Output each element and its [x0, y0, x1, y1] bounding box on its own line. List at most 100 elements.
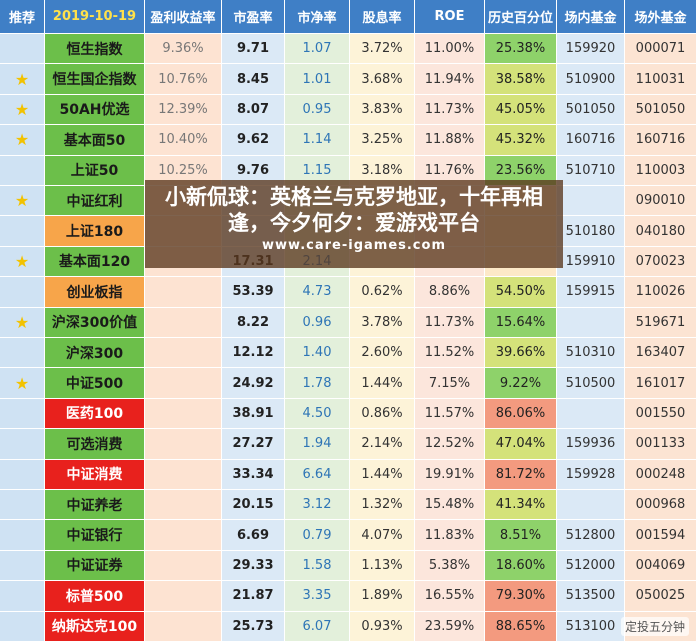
table-cell: ★ — [0, 307, 45, 338]
table-cell: 001133 — [625, 429, 697, 460]
table-cell: 1.78 — [285, 368, 350, 399]
index-name: 中证500 — [45, 368, 145, 399]
table-cell — [145, 581, 222, 612]
table-cell — [557, 398, 625, 430]
table-cell: 15.64% — [485, 307, 557, 338]
index-name: 沪深300价值 — [45, 307, 145, 338]
index-name: 中证证券 — [45, 550, 145, 582]
table-cell: 0.95 — [285, 94, 350, 126]
table-cell: 510310 — [557, 338, 625, 369]
table-cell: 3.35 — [285, 581, 350, 612]
table-cell: 1.32% — [350, 490, 415, 521]
table-cell: 000248 — [625, 459, 697, 490]
table-cell: 12.39% — [145, 94, 222, 126]
table-cell: 001594 — [625, 520, 697, 551]
table-cell: 25.38% — [485, 34, 557, 65]
table-cell: 1.14 — [285, 125, 350, 156]
table-cell: 513500 — [557, 581, 625, 612]
table-cell: 38.58% — [485, 64, 557, 95]
table-cell: 159936 — [557, 429, 625, 460]
table-cell: 11.88% — [415, 125, 485, 156]
table-cell — [0, 429, 45, 460]
table-cell — [145, 338, 222, 369]
table-cell: 54.50% — [485, 277, 557, 308]
table-cell: 9.36% — [145, 34, 222, 65]
table-cell: 110031 — [625, 64, 697, 95]
table-cell: 0.62% — [350, 277, 415, 308]
overlay-url: www.care-igames.com — [262, 238, 446, 253]
table-cell: 2.14% — [350, 429, 415, 460]
table-cell — [0, 520, 45, 551]
table-cell — [0, 34, 45, 65]
table-cell: 11.83% — [415, 520, 485, 551]
table-cell: 9.71 — [222, 34, 285, 65]
table-cell: 29.33 — [222, 550, 285, 582]
table-cell: 510180 — [557, 216, 625, 247]
table-cell: 519671 — [625, 307, 697, 338]
table-cell — [0, 490, 45, 521]
table-cell — [145, 520, 222, 551]
table-cell: 53.39 — [222, 277, 285, 308]
table-cell — [0, 338, 45, 369]
table-cell: 11.00% — [415, 34, 485, 65]
table-cell: 512800 — [557, 520, 625, 551]
table-cell: 4.07% — [350, 520, 415, 551]
table-cell: 23.59% — [415, 611, 485, 642]
table-cell: 159915 — [557, 277, 625, 308]
table-cell: 159920 — [557, 34, 625, 65]
index-name: 中证养老 — [45, 490, 145, 521]
table-cell: ★ — [0, 368, 45, 399]
table-cell: 18.60% — [485, 550, 557, 582]
table-cell: 001550 — [625, 398, 697, 430]
table-cell: 9.62 — [222, 125, 285, 156]
table-cell: 4.73 — [285, 277, 350, 308]
table-cell: 4.50 — [285, 398, 350, 430]
index-name: 恒生国企指数 — [45, 64, 145, 95]
table-cell: 3.12 — [285, 490, 350, 521]
table-cell: 45.05% — [485, 94, 557, 126]
header-cell: 盈利收益率 — [145, 0, 222, 34]
index-name: 基本面50 — [45, 125, 145, 156]
header-cell: 股息率 — [350, 0, 415, 34]
table-cell: 0.96 — [285, 307, 350, 338]
table-cell — [0, 398, 45, 430]
table-cell — [557, 307, 625, 338]
table-cell: 000968 — [625, 490, 697, 521]
table-cell: 27.27 — [222, 429, 285, 460]
header-cell: 场外基金 — [625, 0, 697, 34]
table-cell: 24.92 — [222, 368, 285, 399]
table-cell: 0.79 — [285, 520, 350, 551]
table-cell: 1.89% — [350, 581, 415, 612]
table-cell: 513100 — [557, 611, 625, 642]
table-cell: ★ — [0, 94, 45, 126]
table-cell: 8.45 — [222, 64, 285, 95]
index-name: 创业板指 — [45, 277, 145, 308]
table-cell: 510710 — [557, 155, 625, 186]
table-cell: 12.52% — [415, 429, 485, 460]
table-cell: 8.86% — [415, 277, 485, 308]
table-cell: 11.73% — [415, 94, 485, 126]
table-cell: 0.93% — [350, 611, 415, 642]
table-cell: 20.15 — [222, 490, 285, 521]
table-cell: 11.94% — [415, 64, 485, 95]
header-cell: 推荐 — [0, 0, 45, 34]
table-cell: ★ — [0, 246, 45, 278]
table-cell: 501050 — [557, 94, 625, 126]
header-cell: 2019-10-19 — [45, 0, 145, 34]
header-cell: 市净率 — [285, 0, 350, 34]
table-cell: 41.34% — [485, 490, 557, 521]
table-cell: 3.25% — [350, 125, 415, 156]
table-cell — [145, 459, 222, 490]
table-cell: 163407 — [625, 338, 697, 369]
table-cell — [557, 490, 625, 521]
table-cell: 1.07 — [285, 34, 350, 65]
table-cell: 6.07 — [285, 611, 350, 642]
index-name: 上证180 — [45, 216, 145, 247]
table-cell — [145, 550, 222, 582]
index-name: 沪深300 — [45, 338, 145, 369]
table-cell — [0, 611, 45, 642]
table-cell: 25.73 — [222, 611, 285, 642]
index-name: 中证银行 — [45, 520, 145, 551]
table-cell: 3.83% — [350, 94, 415, 126]
index-name: 中证消费 — [45, 459, 145, 490]
